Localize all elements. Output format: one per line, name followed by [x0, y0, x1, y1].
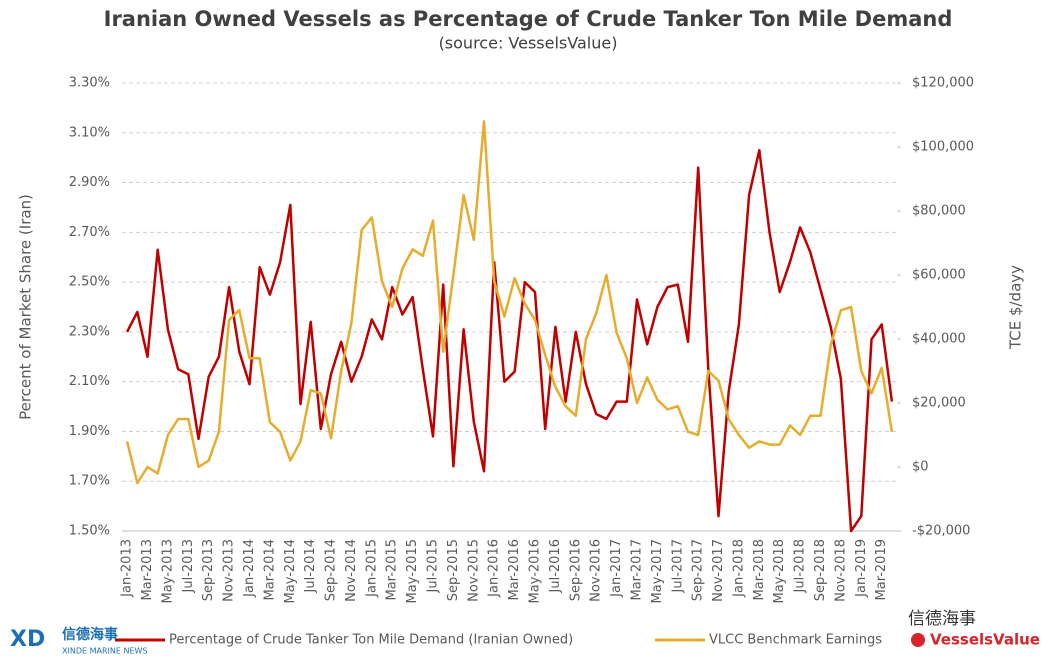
x-tick-label: May-2013	[160, 539, 175, 603]
logo-en: XINDE MARINE NEWS	[62, 647, 147, 656]
x-tick-label: Sep-2018	[813, 539, 828, 601]
y2-tick-label: $80,000	[912, 204, 966, 219]
x-tick-label: Sep-2013	[201, 539, 216, 601]
x-tick-label: Jan-2016	[487, 539, 502, 598]
x-tick-label: Mar-2014	[262, 539, 277, 600]
x-tick-label: Mar-2017	[629, 539, 644, 600]
x-tick-label: May-2017	[650, 539, 665, 603]
x-tick-label: Sep-2014	[324, 539, 339, 601]
x-tick-label: Nov-2018	[833, 539, 848, 602]
x-tick-label: Jul-2016	[548, 539, 563, 593]
y-tick-label: 3.10%	[69, 125, 110, 140]
x-tick-label: May-2016	[527, 539, 542, 603]
y2-tick-label: $0	[912, 460, 929, 475]
x-tick-label: Nov-2016	[589, 539, 604, 602]
x-tick-label: Jul-2015	[426, 539, 441, 593]
x-tick-label: May-2018	[772, 539, 787, 603]
y2-tick-label: -$20,000	[912, 524, 970, 539]
logo-cn: 信德海事	[62, 626, 118, 643]
x-tick-label: Jan-2015	[364, 539, 379, 598]
logo-mark: XD	[10, 627, 45, 652]
logo-right-cn: 信德海事	[908, 609, 976, 629]
x-tick-label: Jan-2019	[854, 539, 869, 598]
x-tick-label: Mar-2018	[752, 539, 767, 600]
y-tick-label: 2.90%	[69, 175, 110, 190]
y2-axis-label: TCE $/dayy	[1007, 265, 1025, 350]
x-tick-label: Jul-2014	[303, 539, 318, 593]
logo-right-en: VesselsValue	[930, 631, 1040, 649]
x-tick-label: Jul-2013	[181, 539, 196, 593]
logo-icon	[911, 633, 925, 647]
chart-title: Iranian Owned Vessels as Percentage of C…	[104, 7, 953, 31]
series-line	[125, 148, 894, 533]
chart-subtitle: (source: VesselsValue)	[439, 34, 618, 53]
x-tick-label: Nov-2015	[466, 539, 481, 602]
y2-tick-label: $40,000	[912, 332, 966, 347]
x-tick-label: Jul-2018	[793, 539, 808, 593]
y2-tick-label: $120,000	[912, 76, 974, 91]
x-tick-label: Jan-2017	[609, 539, 624, 598]
x-tick-label: Mar-2019	[874, 539, 889, 600]
y-tick-label: 2.30%	[69, 324, 110, 339]
x-tick-label: Jan-2014	[242, 539, 257, 598]
y-tick-label: 1.90%	[69, 424, 110, 439]
x-tick-label: Jan-2018	[731, 539, 746, 598]
x-tick-label: Mar-2015	[385, 539, 400, 600]
x-tick-label: Sep-2015	[446, 539, 461, 601]
x-tick-label: May-2014	[283, 539, 298, 603]
x-tick-label: Sep-2016	[568, 539, 583, 601]
x-tick-label: Jan-2013	[120, 539, 135, 598]
y-tick-label: 3.30%	[69, 76, 110, 91]
y-axis-label: Percent of Market Share (Iran)	[17, 194, 35, 420]
y-tick-label: 1.70%	[69, 474, 110, 489]
y2-tick-label: $60,000	[912, 268, 966, 283]
y-tick-label: 2.50%	[69, 275, 110, 290]
y2-tick-label: $100,000	[912, 140, 974, 155]
y-tick-label: 2.70%	[69, 225, 110, 240]
x-tick-label: Nov-2013	[222, 539, 237, 602]
x-tick-label: Mar-2013	[140, 539, 155, 600]
series-line	[125, 120, 894, 485]
x-tick-label: Nov-2017	[711, 539, 726, 602]
x-tick-label: May-2015	[405, 539, 420, 603]
legend-label: VLCC Benchmark Earnings	[709, 633, 882, 648]
legend-label: Percentage of Crude Tanker Ton Mile Dema…	[169, 633, 573, 648]
x-tick-label: Nov-2014	[344, 539, 359, 602]
x-tick-label: Sep-2017	[691, 539, 706, 601]
x-tick-label: Jul-2017	[670, 539, 685, 593]
y-tick-label: 2.10%	[69, 374, 110, 389]
y2-tick-label: $20,000	[912, 396, 966, 411]
y-tick-label: 1.50%	[69, 524, 110, 539]
x-tick-label: Mar-2016	[507, 539, 522, 600]
logo-left: XD 信德海事 XINDE MARINE NEWS	[10, 626, 147, 656]
